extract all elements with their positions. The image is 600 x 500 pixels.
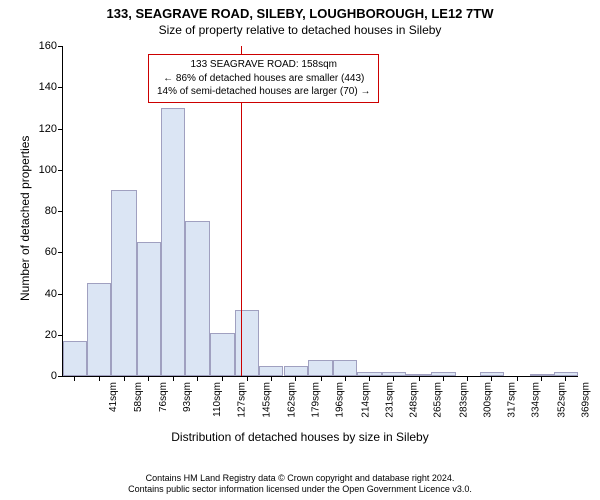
y-tick: [58, 170, 63, 171]
x-tick-label: 93sqm: [182, 382, 193, 412]
footer: Contains HM Land Registry data © Crown c…: [0, 473, 600, 496]
footer-line1: Contains HM Land Registry data © Crown c…: [0, 473, 600, 485]
x-tick-label: 369sqm: [581, 382, 592, 418]
x-tick-label: 334sqm: [531, 382, 542, 418]
y-tick-label: 40: [45, 288, 57, 300]
histogram-bar: [284, 366, 308, 376]
y-tick-label: 60: [45, 246, 57, 258]
x-tick: [74, 376, 75, 381]
y-axis-title: Number of detached properties: [18, 136, 32, 301]
histogram-bar: [308, 360, 334, 377]
x-tick: [369, 376, 370, 381]
y-tick: [58, 46, 63, 47]
x-tick: [393, 376, 394, 381]
x-tick: [565, 376, 566, 381]
y-tick-label: 120: [39, 123, 57, 135]
histogram-bar: [137, 242, 161, 376]
y-tick: [58, 252, 63, 253]
annotation-line: ← 86% of detached houses are smaller (44…: [157, 72, 370, 86]
histogram-bar: [185, 221, 209, 376]
x-tick-label: 283sqm: [458, 382, 469, 418]
y-tick: [58, 376, 63, 377]
x-tick-label: 231sqm: [384, 382, 395, 418]
x-tick: [419, 376, 420, 381]
x-tick-label: 162sqm: [286, 382, 297, 418]
annotation-line: 133 SEAGRAVE ROAD: 158sqm: [157, 58, 370, 72]
y-tick-label: 0: [51, 370, 57, 382]
x-tick: [173, 376, 174, 381]
x-tick-label: 41sqm: [108, 382, 119, 412]
x-tick-label: 300sqm: [482, 382, 493, 418]
x-tick: [148, 376, 149, 381]
y-tick: [58, 335, 63, 336]
x-tick: [197, 376, 198, 381]
x-tick-label: 248sqm: [408, 382, 419, 418]
y-tick: [58, 294, 63, 295]
x-tick-label: 110sqm: [211, 382, 222, 417]
y-tick-label: 140: [39, 81, 57, 93]
chart-subtitle: Size of property relative to detached ho…: [0, 21, 600, 37]
x-tick: [321, 376, 322, 381]
chart-container: 133, SEAGRAVE ROAD, SILEBY, LOUGHBOROUGH…: [0, 0, 600, 500]
y-tick-label: 100: [39, 164, 57, 176]
x-tick: [491, 376, 492, 381]
x-tick: [271, 376, 272, 381]
histogram-bar: [333, 360, 357, 377]
y-tick: [58, 129, 63, 130]
annotation-box: 133 SEAGRAVE ROAD: 158sqm← 86% of detach…: [148, 54, 379, 103]
x-tick: [124, 376, 125, 381]
y-tick: [58, 211, 63, 212]
x-tick-label: 127sqm: [236, 382, 247, 418]
histogram-bar: [235, 310, 259, 376]
y-tick: [58, 87, 63, 88]
x-tick: [247, 376, 248, 381]
x-tick: [541, 376, 542, 381]
y-tick-label: 20: [45, 329, 57, 341]
histogram-bar: [210, 333, 236, 376]
histogram-bar: [63, 341, 87, 376]
x-tick: [295, 376, 296, 381]
x-tick-label: 317sqm: [507, 382, 518, 418]
x-tick: [517, 376, 518, 381]
x-tick: [99, 376, 100, 381]
x-tick: [222, 376, 223, 381]
x-tick-label: 196sqm: [334, 382, 345, 418]
y-tick-label: 160: [39, 40, 57, 52]
x-tick-label: 58sqm: [133, 382, 144, 412]
histogram-bar: [161, 108, 185, 376]
x-tick-label: 214sqm: [360, 382, 371, 418]
x-tick-label: 179sqm: [310, 382, 321, 418]
x-tick: [345, 376, 346, 381]
x-tick-label: 352sqm: [556, 382, 567, 418]
x-tick: [443, 376, 444, 381]
histogram-bar: [87, 283, 111, 376]
x-tick-label: 265sqm: [433, 382, 444, 418]
histogram-bar: [111, 190, 137, 376]
x-axis-title: Distribution of detached houses by size …: [0, 430, 600, 444]
chart-title: 133, SEAGRAVE ROAD, SILEBY, LOUGHBOROUGH…: [0, 0, 600, 21]
x-tick-label: 76sqm: [158, 382, 169, 412]
plot-area: 133 SEAGRAVE ROAD: 158sqm← 86% of detach…: [62, 46, 578, 377]
annotation-line: 14% of semi-detached houses are larger (…: [157, 85, 370, 99]
histogram-bar: [259, 366, 283, 376]
x-tick-label: 145sqm: [262, 382, 273, 418]
footer-line2: Contains public sector information licen…: [0, 484, 600, 496]
x-tick: [467, 376, 468, 381]
y-tick-label: 80: [45, 205, 57, 217]
